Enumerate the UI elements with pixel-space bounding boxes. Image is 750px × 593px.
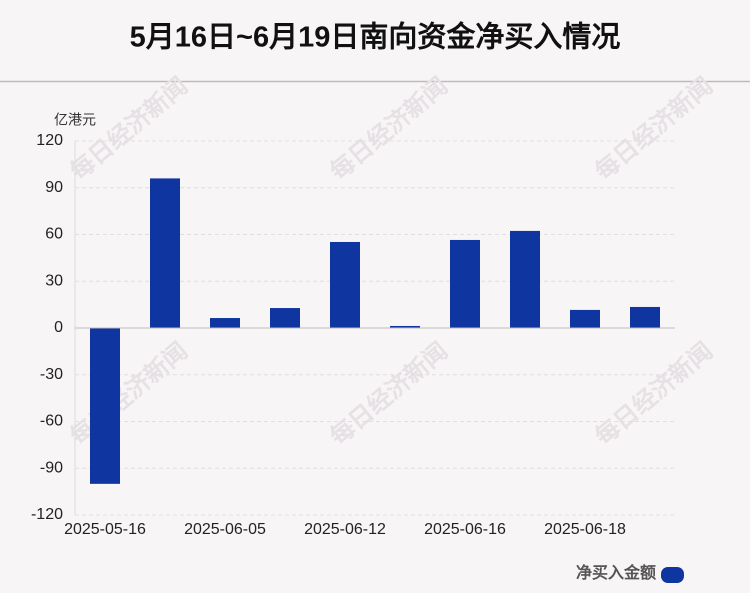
bar	[630, 306, 660, 328]
y-tick-label: -30	[40, 366, 63, 383]
bar	[330, 241, 360, 328]
y-tick-label: 60	[45, 226, 63, 243]
legend-label: 净买入金额	[576, 563, 656, 582]
bar	[150, 178, 180, 328]
bar	[390, 325, 420, 328]
bar	[570, 309, 600, 328]
bar	[210, 318, 240, 328]
y-tick-label: 90	[45, 179, 63, 196]
bar	[450, 239, 480, 328]
bar	[510, 230, 540, 328]
y-tick-label: -90	[40, 459, 63, 476]
legend-swatch	[661, 567, 684, 583]
y-tick-label: 30	[45, 272, 63, 289]
x-tick-label: 2025-06-12	[304, 521, 386, 538]
y-tick-label: 0	[54, 319, 63, 336]
y-tick-label: -60	[40, 413, 63, 430]
x-tick-label: 2025-06-05	[184, 521, 266, 538]
x-tick-label: 2025-05-16	[64, 521, 146, 538]
bar	[90, 328, 120, 484]
y-tick-label: 120	[36, 132, 63, 149]
y-axis-label: 亿港元	[54, 112, 96, 128]
y-tick-label: -120	[31, 506, 63, 523]
chart-title: 5月16日~6月19日南向资金净买入情况	[130, 20, 621, 54]
bar	[270, 308, 300, 328]
x-tick-label: 2025-06-18	[544, 521, 626, 538]
x-tick-label: 2025-06-16	[424, 521, 506, 538]
